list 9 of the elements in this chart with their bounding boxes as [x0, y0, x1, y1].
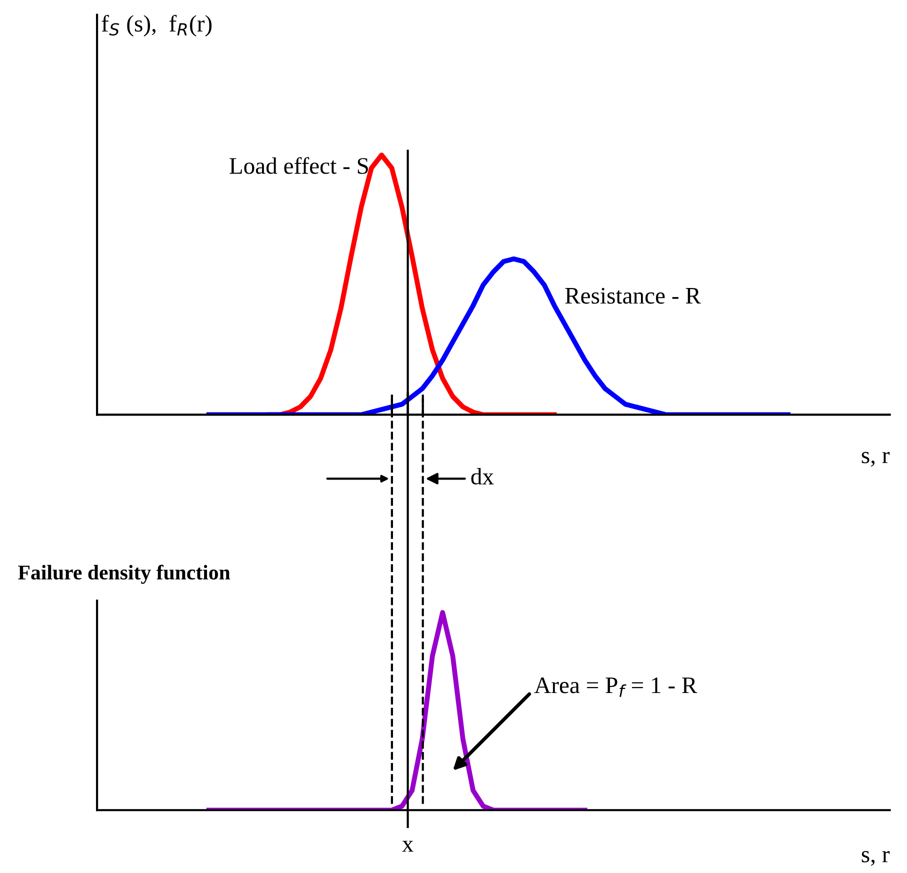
text: x: [402, 840, 414, 852]
y-axis-title: Failure density function: [18, 564, 230, 584]
x-axis-title: s, r: [862, 452, 890, 467]
series-label: Resistance - R: [565, 288, 701, 304]
y-axis-title: f$_{S}$ (s), f$_{R}$(r): [102, 14, 212, 36]
annotation: Area = P$_{f}$ = 1 - R: [534, 677, 698, 697]
series-label: Load effect - S: [230, 157, 368, 174]
x-axis-title: s, r: [862, 851, 890, 866]
text: dx: [471, 468, 494, 485]
